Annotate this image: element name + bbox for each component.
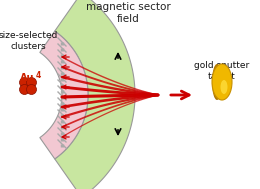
Circle shape [20, 84, 29, 94]
Text: gold sputter
target: gold sputter target [194, 61, 250, 81]
Text: 4: 4 [36, 71, 41, 80]
Circle shape [20, 77, 29, 88]
Text: Au: Au [20, 73, 34, 83]
Polygon shape [40, 31, 88, 159]
Circle shape [27, 84, 36, 94]
Ellipse shape [212, 64, 232, 100]
Polygon shape [55, 0, 135, 189]
Circle shape [27, 77, 36, 88]
Text: magnetic sector
field: magnetic sector field [86, 2, 170, 24]
Ellipse shape [212, 64, 222, 100]
Ellipse shape [220, 80, 228, 94]
Text: size-selected
clusters: size-selected clusters [0, 31, 58, 51]
